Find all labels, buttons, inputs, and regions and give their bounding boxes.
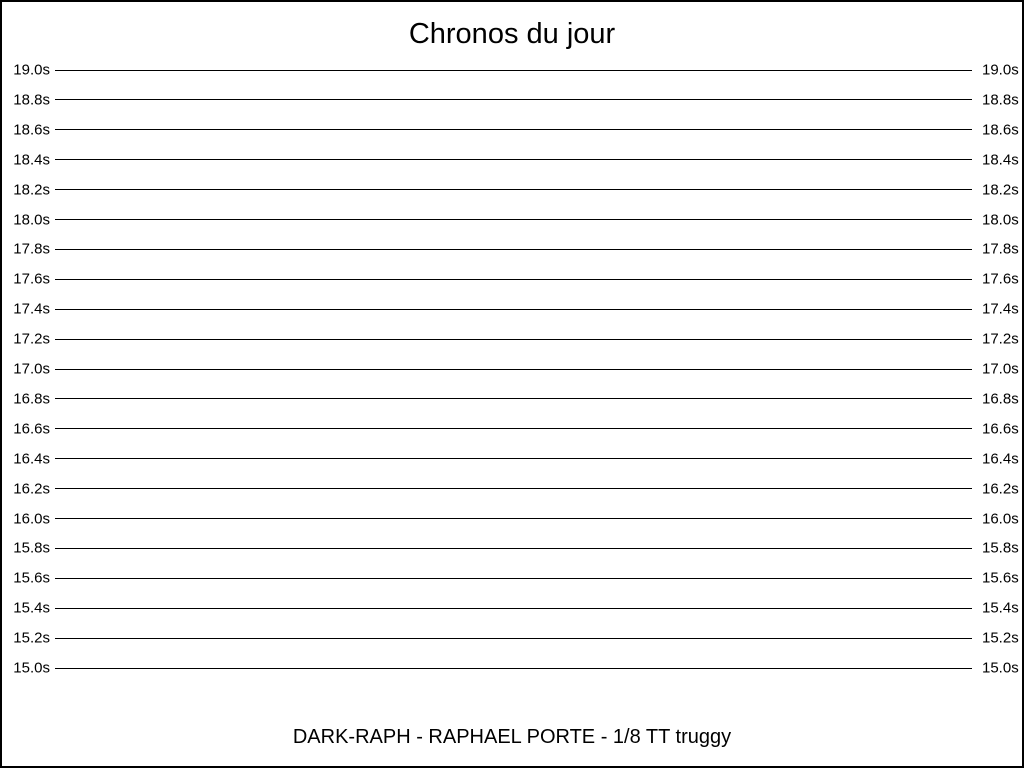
gridline	[55, 219, 972, 220]
y-tick-label-right: 15.2s	[982, 629, 1019, 647]
gridline	[55, 488, 972, 490]
y-tick-label-right: 18.4s	[982, 151, 1019, 169]
y-tick-label-left: 16.2s	[13, 480, 50, 498]
y-tick-label-right: 15.0s	[982, 659, 1019, 677]
gridline	[55, 99, 972, 101]
gridline	[55, 428, 972, 430]
y-tick-label-left: 15.8s	[13, 539, 50, 557]
y-tick-label-left: 17.6s	[13, 270, 50, 288]
y-tick-label-left: 18.0s	[13, 211, 50, 228]
y-tick-label-left: 18.4s	[13, 151, 50, 169]
y-tick-label-right: 16.2s	[982, 480, 1019, 498]
y-tick-label-left: 19.0s	[13, 61, 50, 79]
y-tick-label-right: 15.8s	[982, 539, 1019, 557]
y-tick-label-left: 17.0s	[13, 360, 50, 378]
gridline	[55, 248, 972, 250]
y-tick-label-left: 17.4s	[13, 300, 50, 318]
gridline	[55, 607, 972, 609]
gridline	[55, 189, 972, 191]
y-tick-label-left: 15.2s	[13, 629, 50, 647]
y-tick-label-right: 18.0s	[982, 211, 1019, 228]
y-tick-label-left: 16.0s	[13, 510, 50, 527]
gridline	[55, 518, 972, 519]
gridline	[55, 637, 972, 639]
gridline	[55, 667, 972, 669]
gridline	[55, 129, 972, 131]
y-tick-label-left: 15.4s	[13, 599, 50, 617]
y-tick-label-right: 16.8s	[982, 390, 1019, 408]
gridline	[55, 368, 972, 370]
y-tick-label-right: 17.8s	[982, 240, 1019, 258]
y-tick-label-right: 17.4s	[982, 300, 1019, 318]
gridline	[55, 308, 972, 310]
y-tick-label-right: 17.0s	[982, 360, 1019, 378]
y-tick-label-left: 17.2s	[13, 330, 50, 348]
y-tick-label-left: 16.8s	[13, 390, 50, 408]
y-tick-label-right: 16.0s	[982, 510, 1019, 527]
gridline	[55, 278, 972, 280]
y-tick-label-right: 16.6s	[982, 420, 1019, 438]
gridline	[55, 577, 972, 579]
y-tick-label-left: 18.8s	[13, 91, 50, 109]
gridline	[55, 547, 972, 549]
y-tick-label-right: 18.2s	[982, 181, 1019, 199]
y-tick-label-left: 17.8s	[13, 240, 50, 258]
gridline	[55, 159, 972, 161]
y-tick-label-left: 15.0s	[13, 659, 50, 677]
y-tick-label-left: 18.6s	[13, 121, 50, 139]
y-tick-label-right: 16.4s	[982, 450, 1019, 468]
y-tick-label-right: 15.6s	[982, 569, 1019, 587]
gridline	[55, 458, 972, 460]
y-tick-label-right: 15.4s	[982, 599, 1019, 617]
gridline	[55, 338, 972, 340]
y-tick-label-right: 19.0s	[982, 61, 1019, 79]
chart-title: Chronos du jour	[408, 18, 616, 50]
chart-caption: DARK-RAPH - RAPHAEL PORTE - 1/8 TT trugg…	[292, 726, 732, 748]
y-tick-label-left: 16.6s	[13, 420, 50, 438]
y-tick-label-right: 18.6s	[982, 121, 1019, 139]
gridline	[55, 69, 972, 71]
y-tick-label-right: 18.8s	[982, 91, 1019, 109]
y-tick-label-right: 17.2s	[982, 330, 1019, 348]
y-tick-label-left: 18.2s	[13, 181, 50, 199]
y-tick-label-left: 16.4s	[13, 450, 50, 468]
gridline	[55, 398, 972, 400]
y-tick-label-left: 15.6s	[13, 569, 50, 587]
y-tick-label-right: 17.6s	[982, 270, 1019, 288]
